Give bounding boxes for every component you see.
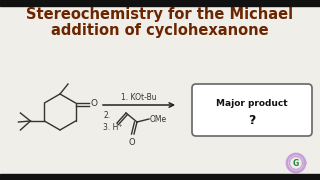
Text: 1. KOt-Bu: 1. KOt-Bu (121, 93, 157, 102)
FancyBboxPatch shape (192, 84, 312, 136)
Text: OMe: OMe (150, 114, 167, 123)
Bar (0, 0, 320, 6)
Text: Major product: Major product (216, 100, 288, 109)
Text: Stereochemistry for the Michael: Stereochemistry for the Michael (27, 6, 293, 21)
Text: 2.: 2. (103, 111, 110, 120)
Text: addition of cyclohexanone: addition of cyclohexanone (51, 22, 269, 37)
Text: 3. H⁺: 3. H⁺ (103, 123, 123, 132)
Text: G: G (293, 159, 299, 168)
Text: O: O (91, 100, 98, 109)
Text: ?: ? (248, 114, 256, 127)
Text: O: O (129, 138, 135, 147)
Bar (0, 174, 320, 180)
